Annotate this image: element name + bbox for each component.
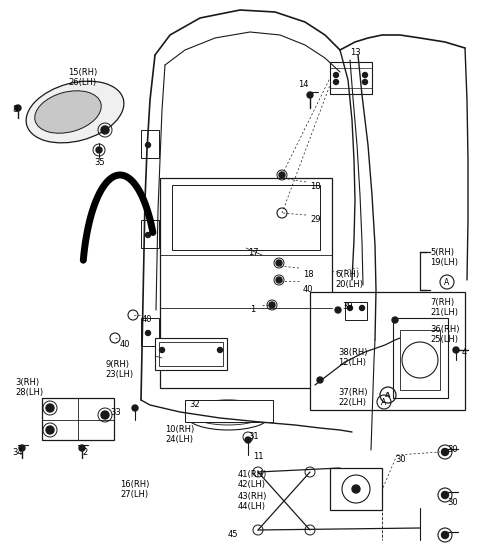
Circle shape: [335, 307, 341, 313]
Circle shape: [46, 404, 54, 412]
Text: A: A: [444, 278, 450, 287]
Text: 14: 14: [298, 80, 308, 89]
Text: 30: 30: [447, 498, 457, 507]
Circle shape: [317, 377, 323, 383]
Circle shape: [19, 445, 25, 451]
Text: 40: 40: [120, 340, 131, 349]
Text: 5(RH)
19(LH): 5(RH) 19(LH): [430, 248, 458, 267]
Text: 41(RH)
42(LH): 41(RH) 42(LH): [238, 470, 267, 490]
Circle shape: [46, 426, 54, 434]
Circle shape: [348, 305, 352, 310]
Text: 30: 30: [447, 445, 457, 454]
Circle shape: [159, 348, 165, 353]
Circle shape: [362, 72, 368, 77]
Text: 39: 39: [343, 302, 353, 311]
Circle shape: [442, 531, 448, 539]
Circle shape: [442, 448, 448, 456]
Text: A: A: [382, 398, 386, 407]
Circle shape: [245, 437, 251, 443]
Bar: [172, 185, 320, 250]
Circle shape: [352, 485, 360, 493]
Circle shape: [96, 147, 102, 153]
Circle shape: [145, 330, 151, 335]
Text: 16(RH)
27(LH): 16(RH) 27(LH): [120, 480, 149, 500]
Text: 38(RH)
12(LH): 38(RH) 12(LH): [338, 348, 368, 368]
Bar: [141, 220, 159, 248]
Text: 33: 33: [110, 408, 121, 417]
Circle shape: [145, 143, 151, 148]
Circle shape: [442, 491, 448, 499]
Text: 8: 8: [12, 105, 17, 114]
Text: 17: 17: [248, 248, 259, 257]
Text: 43(RH)
44(LH): 43(RH) 44(LH): [238, 492, 267, 511]
Text: 40: 40: [142, 315, 153, 324]
Text: 15(RH)
26(LH): 15(RH) 26(LH): [68, 68, 97, 87]
Bar: [310, 292, 465, 410]
Text: 10(RH)
24(LH): 10(RH) 24(LH): [165, 425, 194, 444]
Circle shape: [334, 80, 338, 85]
Circle shape: [276, 260, 282, 266]
Bar: [330, 468, 382, 510]
Bar: [141, 130, 159, 158]
Text: 30: 30: [395, 455, 406, 464]
Text: 32: 32: [190, 400, 200, 409]
Bar: [345, 302, 367, 320]
Circle shape: [307, 92, 313, 98]
Bar: [185, 400, 273, 422]
Bar: [160, 178, 332, 388]
Bar: [42, 398, 114, 440]
Circle shape: [101, 126, 109, 134]
Text: 18: 18: [303, 270, 313, 279]
Text: 18: 18: [310, 182, 321, 191]
Circle shape: [453, 347, 459, 353]
Circle shape: [276, 277, 282, 283]
Text: 34: 34: [12, 448, 23, 457]
Ellipse shape: [26, 81, 124, 143]
Text: 13: 13: [350, 48, 360, 57]
Ellipse shape: [185, 400, 271, 430]
Text: A: A: [385, 392, 391, 398]
Bar: [330, 62, 372, 94]
Text: 1: 1: [250, 305, 255, 314]
Circle shape: [334, 72, 338, 77]
Circle shape: [132, 405, 138, 411]
Circle shape: [392, 317, 398, 323]
Text: 6(RH)
20(LH): 6(RH) 20(LH): [335, 270, 363, 290]
Text: 7(RH)
21(LH): 7(RH) 21(LH): [430, 298, 458, 317]
Circle shape: [15, 105, 21, 111]
Text: 35: 35: [95, 158, 105, 167]
Text: 31: 31: [248, 432, 259, 441]
Text: 2: 2: [83, 448, 88, 457]
Bar: [400, 330, 440, 390]
Bar: [159, 342, 223, 366]
Circle shape: [145, 232, 151, 237]
Circle shape: [360, 305, 364, 310]
Bar: [393, 318, 448, 398]
Circle shape: [279, 172, 285, 178]
Ellipse shape: [35, 91, 101, 133]
Circle shape: [217, 348, 223, 353]
Text: 40: 40: [303, 285, 313, 294]
Circle shape: [269, 302, 275, 308]
Bar: [141, 318, 159, 346]
Text: 4: 4: [462, 348, 467, 357]
Ellipse shape: [193, 405, 263, 425]
Text: 37(RH)
22(LH): 37(RH) 22(LH): [338, 388, 368, 407]
Text: 36(RH)
25(LH): 36(RH) 25(LH): [430, 325, 459, 344]
Circle shape: [79, 445, 85, 451]
Text: 9(RH)
23(LH): 9(RH) 23(LH): [105, 360, 133, 379]
Circle shape: [101, 411, 109, 419]
Text: 29: 29: [310, 215, 321, 224]
Bar: [155, 338, 227, 370]
Circle shape: [362, 80, 368, 85]
Text: 45: 45: [228, 530, 239, 539]
Text: 3(RH)
28(LH): 3(RH) 28(LH): [15, 378, 43, 397]
Text: 11: 11: [253, 452, 264, 461]
